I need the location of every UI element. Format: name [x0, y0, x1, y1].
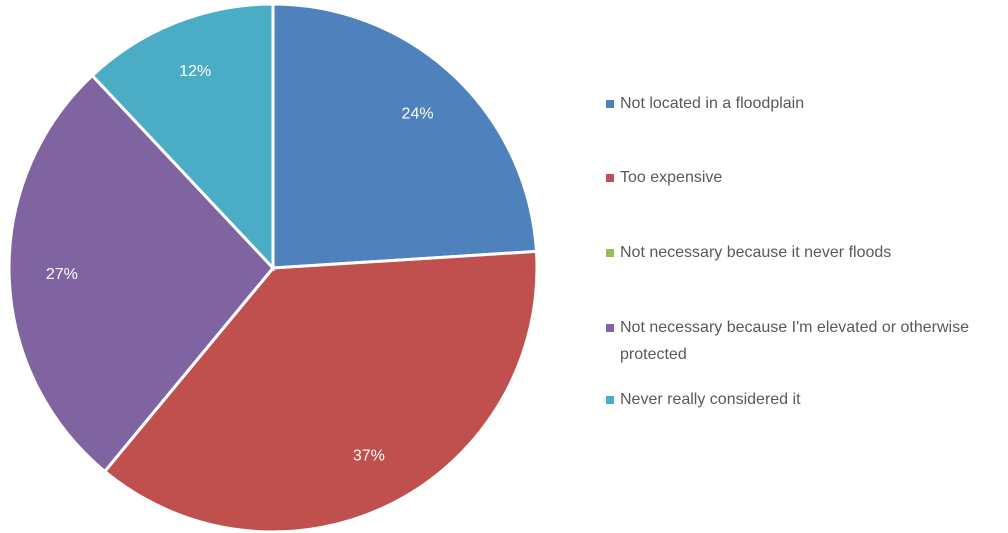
- chart: 24% 37% 27% 12%: [7, 2, 539, 533]
- legend-label: Not necessary because it never floods: [620, 244, 892, 261]
- pie-slice: [271, 2, 539, 270]
- legend-swatch: [606, 396, 614, 404]
- legend-item: Not necessary because I'm elevated or ot…: [606, 314, 1006, 368]
- data-label: 12%: [179, 63, 211, 80]
- legend-item: Never really considered it: [606, 386, 1006, 413]
- legend-swatch: [606, 100, 614, 108]
- legend-swatch: [606, 174, 614, 182]
- legend-label: Not located in a floodplain: [620, 95, 805, 112]
- legend-item: Not necessary because it never floods: [606, 239, 1006, 266]
- data-label: 24%: [402, 105, 434, 122]
- legend-label: Too expensive: [620, 169, 723, 186]
- legend-swatch: [606, 324, 614, 332]
- pie-slice: [7, 73, 275, 474]
- legend-label: Not necessary because I'm elevated or ot…: [620, 319, 970, 363]
- data-label: 27%: [46, 266, 78, 283]
- legend-item: Too expensive: [606, 164, 1006, 191]
- legend-swatch: [606, 249, 614, 257]
- legend-item: Not located in a floodplain: [606, 90, 1006, 117]
- pie-slice: [102, 249, 539, 533]
- legend-label: Never really considered it: [620, 391, 801, 408]
- data-label: 37%: [353, 447, 385, 464]
- pie-slice: [90, 2, 275, 272]
